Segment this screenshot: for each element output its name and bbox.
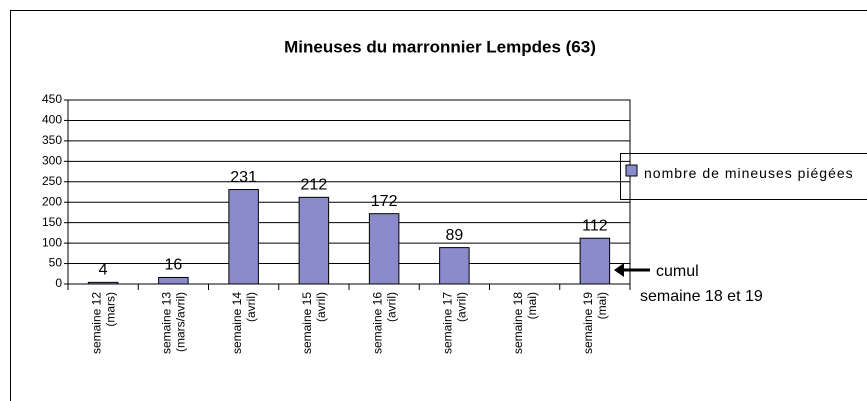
annotation: semaine 18 et 19 (640, 288, 763, 305)
bar (439, 247, 470, 285)
data-label: 172 (371, 193, 398, 210)
bar (298, 196, 330, 285)
data-label: 212 (301, 177, 328, 194)
x-tick-label: semaine 15 (300, 292, 314, 354)
y-tick-label: 100 (42, 235, 62, 249)
legend-swatch (625, 164, 638, 177)
bar (158, 276, 189, 285)
bar (579, 237, 611, 285)
x-tick-label: semaine 19 (581, 292, 595, 354)
x-tick-label: (mars) (103, 292, 117, 327)
data-label: 89 (445, 227, 463, 244)
x-tick-label: semaine 17 (441, 292, 455, 354)
data-label: 112 (582, 217, 608, 234)
x-tick-label: semaine 18 (511, 292, 525, 354)
y-tick-label: 450 (42, 92, 62, 106)
x-tick-label: (mai) (525, 292, 539, 319)
annotation-arrowhead (614, 263, 624, 277)
data-label: 16 (164, 257, 182, 274)
x-tick-label: (avril) (455, 292, 469, 322)
x-tick-label: semaine 13 (160, 292, 174, 354)
x-tick-label: semaine 16 (370, 292, 384, 354)
y-tick-label: 400 (42, 113, 62, 127)
x-tick-label: semaine 12 (89, 292, 103, 354)
bar (368, 213, 400, 285)
y-tick-label: 50 (49, 256, 63, 270)
x-tick-label: (mai) (595, 292, 609, 319)
bar (87, 281, 119, 285)
y-tick-label: 300 (42, 154, 62, 168)
x-tick-label: semaine 14 (230, 292, 244, 354)
x-tick-label: (avril) (244, 292, 258, 322)
y-tick-label: 150 (42, 215, 62, 229)
y-tick-label: 200 (42, 194, 62, 208)
x-tick-label: (mars/avril) (174, 292, 188, 352)
legend-box (620, 153, 867, 200)
chart-frame (10, 10, 867, 401)
data-label: 231 (230, 169, 257, 186)
legend-label: nombre de mineuses piégées (644, 165, 854, 181)
x-tick-label: (avril) (384, 292, 398, 322)
y-tick-label: 350 (42, 133, 62, 147)
x-tick-label: (avril) (314, 292, 328, 322)
y-tick-label: 0 (55, 276, 62, 290)
annotation: cumul (656, 263, 699, 280)
chart-title: Mineuses du marronnier Lempdes (63) (284, 37, 596, 56)
y-tick-label: 250 (42, 174, 62, 188)
data-label: 4 (99, 262, 108, 279)
bar (228, 189, 259, 285)
